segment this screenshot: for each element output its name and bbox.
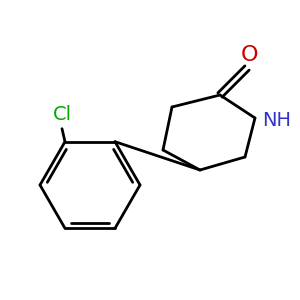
Text: Cl: Cl (52, 105, 72, 124)
Text: O: O (240, 45, 258, 65)
Text: NH: NH (262, 110, 291, 130)
